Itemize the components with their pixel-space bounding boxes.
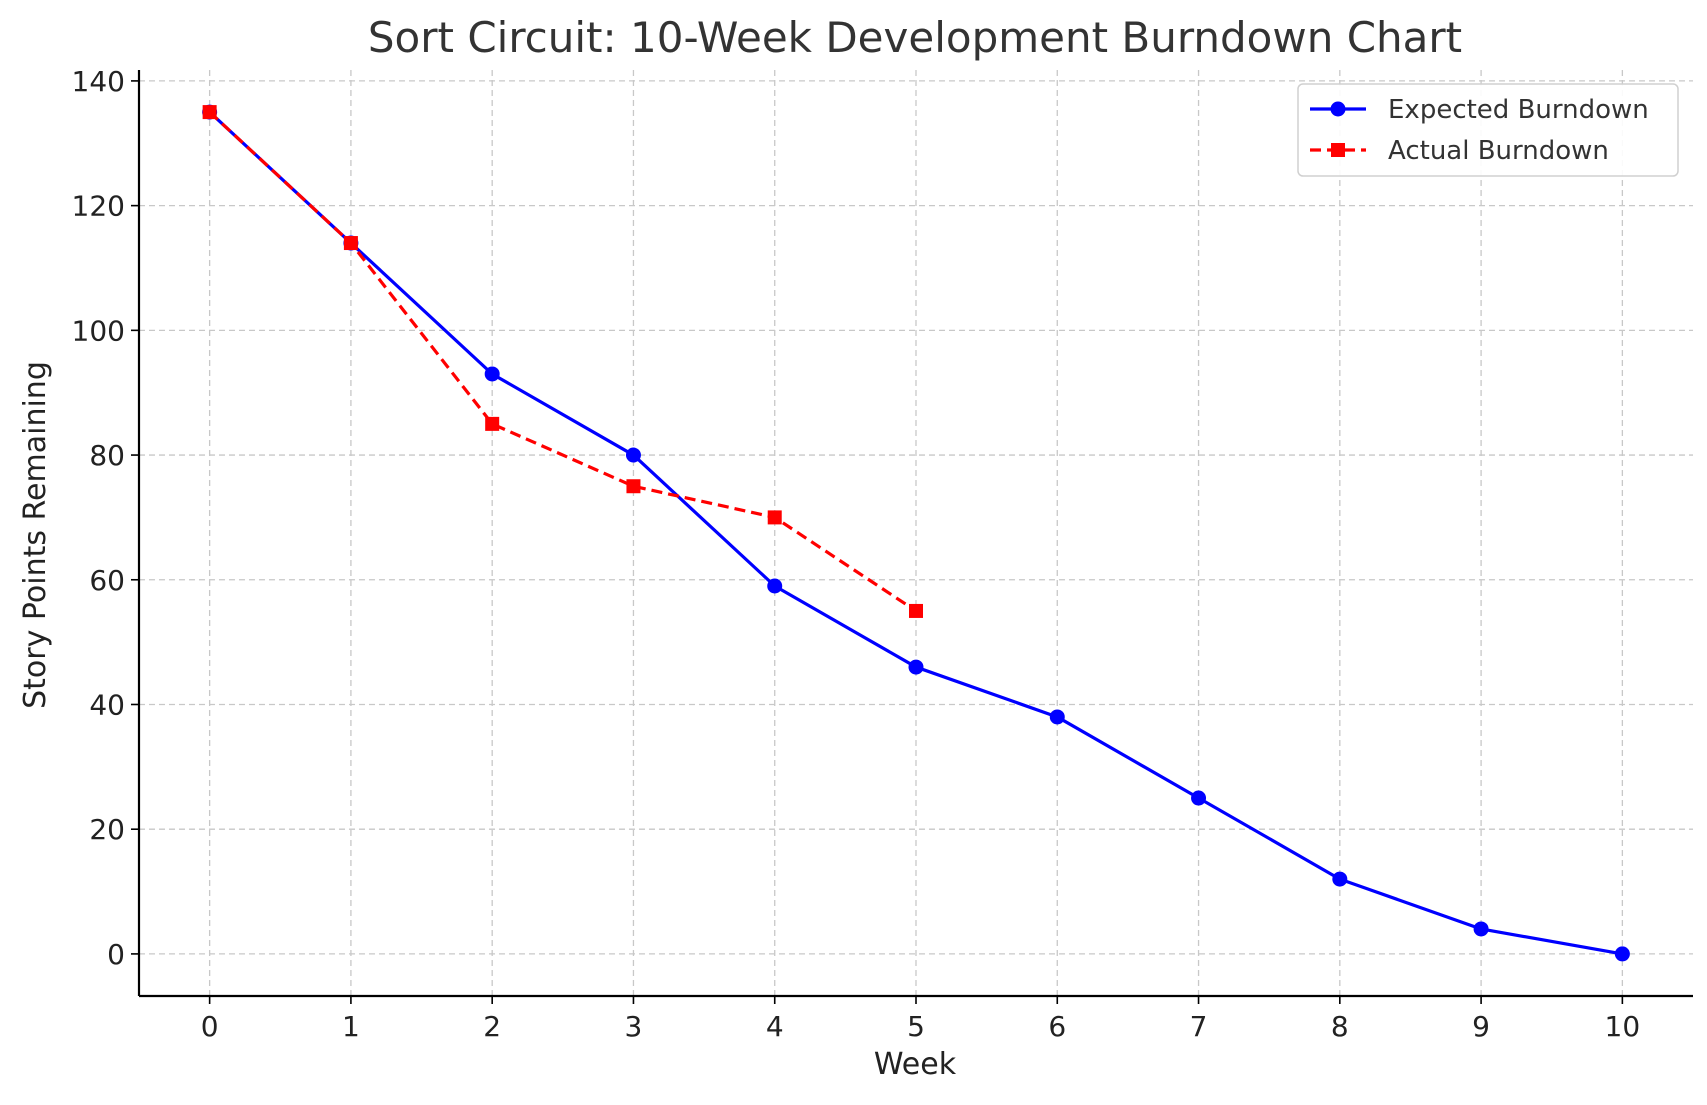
series-1 — [202, 105, 923, 618]
legend-item: Actual Burndown — [1310, 136, 1609, 166]
y-tick-label: 0 — [107, 938, 125, 971]
x-tick-label: 10 — [1605, 1010, 1641, 1043]
legend-label: Expected Burndown — [1388, 95, 1649, 125]
data-point — [485, 416, 500, 431]
data-point — [767, 510, 782, 525]
data-point — [1049, 709, 1065, 725]
data-point — [767, 578, 783, 594]
grid-lines — [139, 70, 1693, 996]
data-point — [202, 105, 217, 120]
x-tick-label: 2 — [483, 1010, 501, 1043]
y-tick-label: 120 — [72, 190, 125, 223]
x-axis-title: Week — [874, 1047, 957, 1082]
legend: Expected Burndown Actual Burndown — [1297, 83, 1679, 177]
axes — [131, 70, 1693, 1004]
x-tick-label: 9 — [1472, 1010, 1490, 1043]
x-tick-label: 7 — [1190, 1010, 1208, 1043]
y-tick-label: 20 — [89, 813, 125, 846]
data-point — [1473, 921, 1489, 937]
x-tick-label: 0 — [201, 1010, 219, 1043]
y-tick-label: 60 — [89, 564, 125, 597]
legend-marker — [1331, 143, 1345, 157]
data-point — [908, 659, 924, 675]
legend-item: Expected Burndown — [1310, 95, 1649, 125]
x-tick-label: 5 — [907, 1010, 925, 1043]
data-point — [1191, 790, 1207, 806]
data-point — [484, 366, 500, 382]
data-point — [343, 236, 358, 251]
y-tick-label: 140 — [72, 65, 125, 98]
y-tick-label: 100 — [72, 314, 125, 347]
y-tick-label: 80 — [89, 439, 125, 472]
chart-title: Sort Circuit: 10-Week Development Burndo… — [368, 13, 1462, 62]
data-point — [1332, 871, 1348, 887]
data-point — [626, 479, 641, 494]
x-tick-label: 1 — [342, 1010, 360, 1043]
x-tick-label: 4 — [766, 1010, 784, 1043]
x-tick-label: 6 — [1048, 1010, 1066, 1043]
series-layer — [202, 104, 1630, 962]
legend-label: Actual Burndown — [1388, 136, 1609, 166]
legend-frame — [1297, 83, 1679, 177]
legend-marker — [1330, 101, 1346, 117]
data-point — [625, 447, 641, 463]
series-line — [208, 110, 917, 613]
data-point — [1614, 946, 1630, 962]
x-tick-label: 8 — [1331, 1010, 1349, 1043]
x-tick-label: 3 — [625, 1010, 643, 1043]
y-tick-label: 40 — [89, 688, 125, 721]
y-axis-title: Story Points Remaining — [18, 361, 53, 709]
data-point — [909, 603, 923, 618]
